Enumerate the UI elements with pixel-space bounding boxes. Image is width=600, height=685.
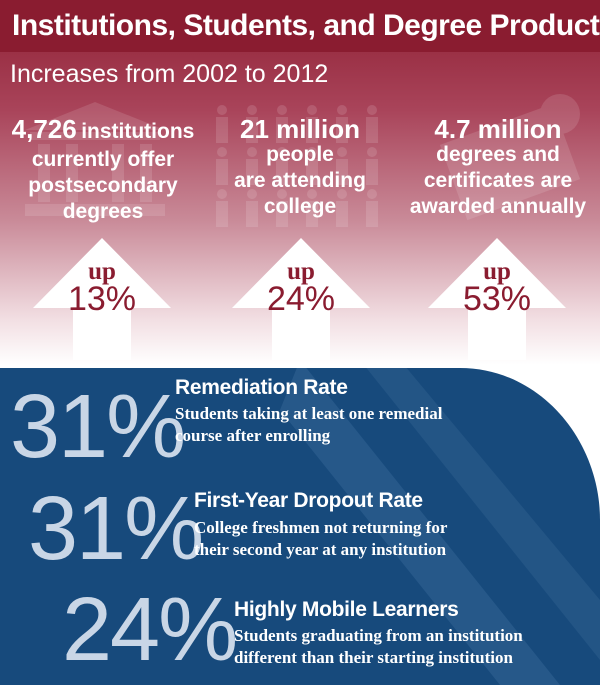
stat-text: degrees: [62, 200, 144, 223]
up-arrow-institutions: up 13%: [31, 236, 173, 360]
up-arrow-degrees: up 53%: [426, 236, 568, 360]
stat-text: awarded annually: [409, 195, 587, 218]
stat-text: institutions: [81, 120, 195, 143]
rate-description: their second year at any institution: [194, 540, 447, 559]
rate-heading: Remediation Rate: [175, 376, 348, 399]
rate-description: different than their starting institutio…: [234, 648, 513, 667]
change-label: up: [88, 258, 116, 285]
change-value: 53%: [462, 280, 532, 318]
rate-value: 31%: [28, 479, 204, 579]
stat-number: 21 million: [240, 114, 360, 144]
stat-text: degrees and: [436, 143, 560, 166]
stat-number: 4.7 million: [434, 114, 562, 144]
people-crowd-icon: [216, 105, 378, 227]
diploma-icon: [440, 94, 581, 221]
up-arrow-icon: [232, 238, 370, 360]
stat-text: postsecondary: [28, 174, 178, 197]
rate-description: College freshmen not returning for: [194, 518, 448, 537]
page-subtitle: Increases from 2002 to 2012: [10, 60, 329, 88]
change-label: up: [287, 258, 315, 285]
stat-text: college: [263, 195, 337, 218]
change-label: up: [483, 258, 511, 285]
rate-heading: Highly Mobile Learners: [234, 598, 459, 621]
page-title: Institutions, Students, and Degree Produ…: [0, 0, 600, 52]
stat-number: 4,726: [11, 114, 77, 144]
rate-value: 31%: [10, 377, 186, 477]
change-value: 24%: [266, 280, 336, 318]
stat-text: currently offer: [31, 148, 175, 171]
stat-text: certificates are: [423, 169, 573, 192]
stat-text: people: [266, 143, 334, 166]
stat-people: 21 million people are attending college: [205, 116, 395, 220]
stat-text: are attending: [234, 169, 366, 192]
rate-value: 24%: [62, 580, 238, 680]
up-arrow-icon: [33, 238, 171, 360]
rate-description: course after enrolling: [175, 426, 331, 445]
arrow-watermark-icon: [280, 368, 600, 685]
rate-heading: First-Year Dropout Rate: [194, 489, 423, 512]
change-value: 13%: [67, 280, 137, 318]
up-arrow-icon: [428, 238, 566, 360]
building-columns-icon: [25, 102, 165, 216]
stat-degrees: 4.7 million degrees and certificates are…: [398, 116, 598, 220]
stat-institutions: 4,726 institutions currently offer posts…: [8, 116, 198, 225]
up-arrow-people: up 24%: [230, 236, 372, 360]
rate-description: Students taking at least one remedial: [175, 404, 443, 423]
rate-description: Students graduating from an institution: [234, 626, 523, 645]
